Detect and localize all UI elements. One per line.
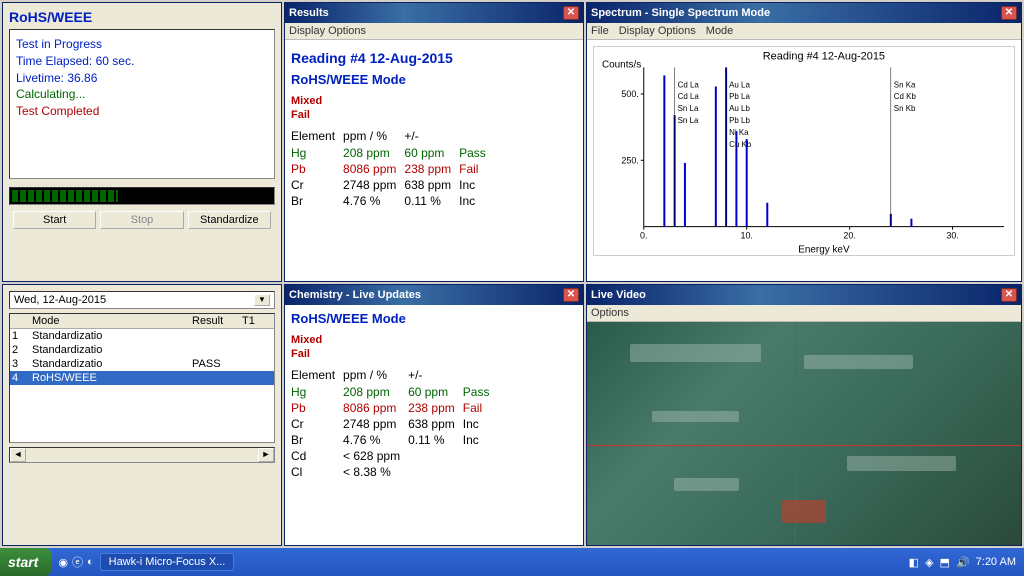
- table-row: Cl< 8.38 %: [291, 464, 497, 480]
- svg-text:Au La: Au La: [729, 80, 750, 89]
- video-menu[interactable]: Options: [591, 307, 629, 319]
- results-window-title: Results: [289, 7, 329, 19]
- status-title: RoHS/WEEE: [9, 9, 275, 25]
- svg-text:250.: 250.: [621, 155, 638, 165]
- spectrum-chart: Reading #4 12-Aug-2015 Counts/s 250. 500. 0.…: [593, 46, 1015, 256]
- spectrum-menu-item[interactable]: Display Options: [619, 25, 696, 37]
- chemistry-mode: RoHS/WEEE Mode: [291, 311, 577, 326]
- results-mode: RoHS/WEEE Mode: [291, 72, 577, 87]
- close-icon[interactable]: ✕: [1001, 288, 1017, 302]
- close-icon[interactable]: ✕: [563, 6, 579, 20]
- stop-button[interactable]: Stop: [100, 211, 183, 229]
- svg-text:Au Lb: Au Lb: [729, 104, 750, 113]
- table-row: Cd< 628 ppm: [291, 448, 497, 464]
- svg-text:500.: 500.: [621, 89, 638, 99]
- close-icon[interactable]: ✕: [563, 288, 579, 302]
- taskbar-app[interactable]: Hawk-i Micro-Focus X...: [100, 553, 235, 571]
- results-heading: Reading #4 12-Aug-2015: [291, 50, 577, 66]
- results-table: Elementppm / %+/- Hg208 ppm60 ppmPassPb8…: [291, 127, 494, 209]
- runs-window: Wed, 12-Aug-2015 ▼ ModeResultT1 1Standar…: [2, 284, 282, 546]
- chemistry-table: Elementppm / %+/- Hg208 ppm60 ppmPassPb8…: [291, 366, 497, 480]
- spectrum-window-title: Spectrum - Single Spectrum Mode: [591, 7, 770, 19]
- chevron-down-icon: ▼: [254, 294, 270, 306]
- scrollbar-horizontal[interactable]: ◄►: [9, 447, 275, 463]
- results-status2: Fail: [291, 109, 577, 121]
- table-row: Br4.76 %0.11 %Inc: [291, 432, 497, 448]
- start-button-taskbar[interactable]: start: [0, 548, 52, 576]
- svg-text:0.: 0.: [640, 231, 647, 241]
- table-row: Cr2748 ppm638 ppmInc: [291, 416, 497, 432]
- svg-text:Pb Lb: Pb Lb: [729, 116, 750, 125]
- status-window: RoHS/WEEE Test in ProgressTime Elapsed: …: [2, 2, 282, 282]
- svg-text:Reading #4 12-Aug-2015: Reading #4 12-Aug-2015: [763, 50, 885, 62]
- svg-text:Energy keV: Energy keV: [798, 245, 850, 256]
- svg-text:Counts/s: Counts/s: [602, 59, 641, 70]
- date-value: Wed, 12-Aug-2015: [14, 294, 106, 306]
- system-tray[interactable]: ◧◈⬒🔊 7:20 AM: [901, 556, 1024, 569]
- svg-text:Sn La: Sn La: [678, 116, 699, 125]
- table-row: Hg208 ppm60 ppmPass: [291, 145, 494, 161]
- svg-text:Sn Ka: Sn Ka: [894, 80, 916, 89]
- svg-text:Sn Kb: Sn Kb: [894, 104, 916, 113]
- video-window-title: Live Video: [591, 289, 646, 301]
- svg-text:30.: 30.: [946, 231, 958, 241]
- standardize-button[interactable]: Standardize: [188, 211, 271, 229]
- table-row: Hg208 ppm60 ppmPass: [291, 384, 497, 400]
- spectrum-menu-item[interactable]: File: [591, 25, 609, 37]
- table-row[interactable]: 4RoHS/WEEE: [10, 371, 274, 385]
- svg-text:Cd Kb: Cd Kb: [894, 92, 917, 101]
- svg-text:Pb La: Pb La: [729, 92, 750, 101]
- table-row: Cr2748 ppm638 ppmInc: [291, 177, 494, 193]
- progress-bar: [9, 187, 275, 205]
- table-row: Pb8086 ppm238 ppmFail: [291, 161, 494, 177]
- taskbar: start ◉ⓔ◐ Hawk-i Micro-Focus X... ◧◈⬒🔊 7…: [0, 548, 1024, 576]
- results-status1: Mixed: [291, 95, 577, 107]
- table-row: Br4.76 %0.11 %Inc: [291, 193, 494, 209]
- table-row[interactable]: 3StandardizatioPASS: [10, 357, 274, 371]
- status-log: Test in ProgressTime Elapsed: 60 sec.Liv…: [9, 29, 275, 179]
- svg-text:Cd La: Cd La: [678, 92, 700, 101]
- date-dropdown[interactable]: Wed, 12-Aug-2015 ▼: [9, 291, 275, 309]
- svg-text:10.: 10.: [740, 231, 752, 241]
- spectrum-menu-item[interactable]: Mode: [706, 25, 734, 37]
- chemistry-status1: Mixed: [291, 334, 577, 346]
- start-label: start: [8, 554, 38, 570]
- table-row[interactable]: 2Standardizatio: [10, 343, 274, 357]
- start-button[interactable]: Start: [13, 211, 96, 229]
- svg-text:Sn La: Sn La: [678, 104, 699, 113]
- svg-text:Cu Kb: Cu Kb: [729, 140, 752, 149]
- close-icon[interactable]: ✕: [1001, 6, 1017, 20]
- video-window: Live Video ✕ Options: [586, 284, 1022, 546]
- clock: 7:20 AM: [976, 556, 1016, 568]
- chemistry-window-title: Chemistry - Live Updates: [289, 289, 421, 301]
- chemistry-window: Chemistry - Live Updates ✕ RoHS/WEEE Mod…: [284, 284, 584, 546]
- results-menu[interactable]: Display Options: [289, 25, 366, 37]
- table-row[interactable]: 1Standardizatio: [10, 329, 274, 343]
- chemistry-status2: Fail: [291, 348, 577, 360]
- svg-text:20.: 20.: [843, 231, 855, 241]
- table-row: Pb8086 ppm238 ppmFail: [291, 400, 497, 416]
- runs-list[interactable]: ModeResultT1 1Standardizatio2Standardiza…: [9, 313, 275, 443]
- svg-text:Cd La: Cd La: [678, 80, 700, 89]
- spectrum-window: Spectrum - Single Spectrum Mode ✕ File Di…: [586, 2, 1022, 282]
- svg-text:Ni Ka: Ni Ka: [729, 128, 749, 137]
- results-window: Results ✕ Display Options Reading #4 12-…: [284, 2, 584, 282]
- live-video-feed: [587, 322, 1021, 545]
